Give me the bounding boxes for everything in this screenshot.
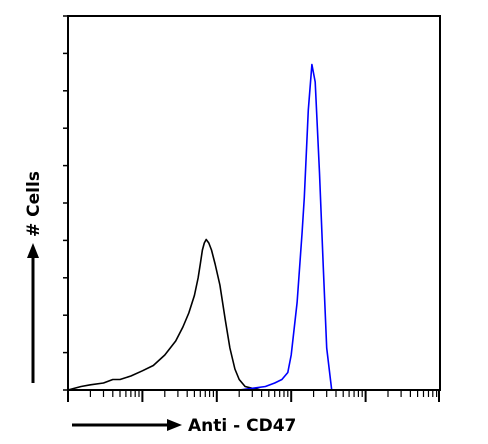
y-axis-arrow [27,243,39,383]
x-axis-ticks [67,390,440,402]
series-layer [67,63,333,391]
series-line-1 [67,238,275,391]
x-axis-arrow [72,419,182,431]
plot-frame [67,15,441,391]
y-axis-label: # Cells [24,171,44,237]
x-axis-label: Anti - CD47 [188,416,296,436]
series-line-2 [229,63,333,391]
